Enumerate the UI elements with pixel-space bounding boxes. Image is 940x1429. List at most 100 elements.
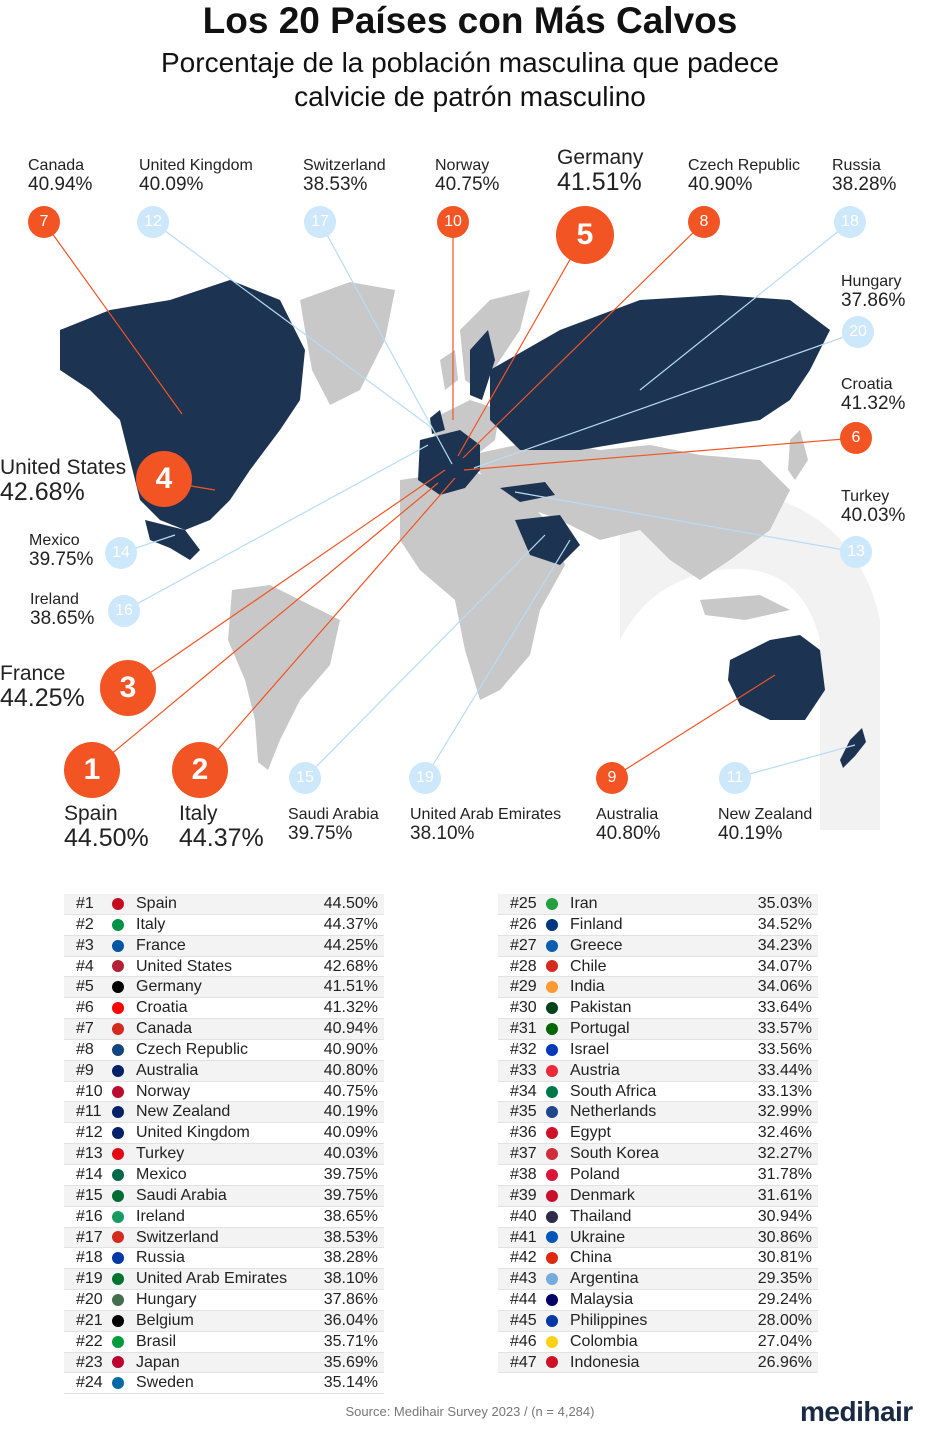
label-france: France 44.25%: [0, 662, 85, 713]
rank-badge-13: 13: [840, 536, 872, 568]
label-name: Italy: [179, 802, 218, 825]
table-cell-country: Ireland: [136, 1207, 185, 1225]
table-row: #17 Switzerland 38.53%: [64, 1227, 384, 1249]
table-cell-value: 33.57%: [757, 1020, 812, 1038]
table-cell-value: 40.19%: [323, 1103, 378, 1121]
table-cell-value: 39.75%: [323, 1165, 378, 1183]
flag-icon-dot: [112, 1168, 124, 1181]
line-hungary: [473, 331, 859, 469]
table-cell-rank: #41: [510, 1228, 537, 1246]
flag-icon: [538, 1061, 566, 1081]
flag-icon-dot: [112, 1335, 124, 1348]
label-mexico: Mexico 39.75%: [29, 532, 93, 570]
flag-icon: [104, 1228, 132, 1248]
table-row: #16 Ireland 38.65%: [64, 1207, 384, 1228]
table-row: #18 Russia 38.28%: [64, 1248, 384, 1270]
line-france: [127, 469, 446, 689]
table-row: #32 Israel 33.56%: [498, 1040, 818, 1061]
table-row: #21 Belgium 36.04%: [64, 1310, 384, 1332]
table-row: #25 Iran 35.03%: [498, 894, 818, 915]
label-uk: United Kingdom 40.09%: [139, 157, 253, 195]
label-name: Croatia: [841, 376, 893, 393]
line-croatia: [463, 437, 857, 471]
rank-badge-15: 15: [289, 762, 321, 794]
table-cell-value: 35.14%: [323, 1374, 378, 1392]
line-czech: [462, 221, 705, 459]
flag-icon-dot: [546, 1293, 558, 1306]
callout-lines: [43, 221, 859, 779]
table-cell-rank: #25: [510, 895, 537, 912]
subtitle-line-2: calvicie de patrón masculino: [294, 81, 646, 112]
label-russia: Russia 38.28%: [832, 157, 896, 195]
line-turkey: [514, 491, 857, 553]
rank-badge-7: 7: [28, 206, 60, 238]
table-cell-value: 33.13%: [757, 1082, 812, 1100]
flag-icon-dot: [546, 960, 558, 973]
table-cell-rank: #31: [510, 1020, 537, 1038]
flag-icon: [538, 1353, 566, 1373]
table-cell-value: 38.65%: [323, 1207, 378, 1225]
table-cell-rank: #43: [510, 1270, 537, 1288]
table-cell-country: Poland: [570, 1165, 620, 1183]
world-map: [43, 221, 880, 830]
table-cell-rank: #29: [510, 978, 537, 996]
label-name: Canada: [28, 157, 85, 174]
label-value: 42.68%: [0, 478, 85, 507]
label-australia: Australia 40.80%: [596, 806, 660, 844]
flag-icon: [538, 1144, 566, 1164]
flag-icon: [104, 957, 132, 977]
flag-icon-dot: [112, 1293, 124, 1306]
table-row: #39 Denmark 31.61%: [498, 1185, 818, 1207]
table-cell-rank: #1: [76, 895, 94, 912]
table-cell-rank: #44: [510, 1291, 537, 1309]
table-row: #35 Netherlands 32.99%: [498, 1102, 818, 1124]
label-uae: United Arab Emirates 38.10%: [410, 806, 561, 844]
table-cell-country: Argentina: [570, 1270, 639, 1288]
flag-icon: [538, 1311, 566, 1331]
flag-icon-dot: [546, 1356, 558, 1369]
flag-icon: [104, 1040, 132, 1060]
table-cell-rank: #45: [510, 1311, 537, 1329]
table-cell-rank: #47: [510, 1353, 537, 1371]
table-row: #10 Norway 40.75%: [64, 1082, 384, 1103]
table-cell-value: 34.52%: [757, 915, 812, 933]
flag-icon-dot: [546, 1043, 558, 1056]
table-cell-rank: #5: [76, 978, 94, 996]
table-row: #20 Hungary 37.86%: [64, 1290, 384, 1311]
label-value: 39.75%: [288, 822, 353, 844]
flag-icon: [538, 1269, 566, 1289]
label-name: Saudi Arabia: [288, 806, 379, 823]
table-cell-value: 40.80%: [323, 1061, 378, 1079]
table-cell-country: India: [570, 978, 605, 996]
table-cell-rank: #42: [510, 1249, 537, 1267]
table-cell-value: 37.86%: [323, 1291, 378, 1309]
flag-icon-dot: [546, 1273, 558, 1286]
label-value: 44.50%: [64, 824, 149, 853]
table-cell-value: 35.71%: [323, 1332, 378, 1350]
label-name: Germany: [557, 146, 644, 169]
table-row: #41 Ukraine 30.86%: [498, 1227, 818, 1249]
flag-icon-dot: [112, 1189, 124, 1202]
label-canada: Canada 40.94%: [28, 157, 92, 195]
table-cell-value: 28.00%: [757, 1311, 812, 1329]
table-row: #11 New Zealand 40.19%: [64, 1102, 384, 1124]
line-switzerland: [319, 221, 453, 465]
flag-icon-dot: [546, 1106, 558, 1119]
label-value: 40.80%: [596, 822, 661, 844]
label-value: 40.19%: [718, 822, 783, 844]
flag-icon: [104, 1019, 132, 1039]
table-cell-country: Malaysia: [570, 1291, 634, 1309]
table-cell-country: Canada: [136, 1020, 193, 1038]
flag-icon: [104, 1207, 132, 1227]
table-cell-value: 39.75%: [323, 1186, 378, 1204]
flag-icon: [104, 1102, 132, 1122]
table-cell-rank: #17: [76, 1228, 103, 1246]
table-cell-country: Philippines: [570, 1311, 648, 1329]
label-czech: Czech Republic 40.90%: [688, 157, 800, 195]
table-cell-rank: #37: [510, 1145, 537, 1163]
table-cell-country: Turkey: [136, 1145, 185, 1163]
table-cell-rank: #34: [510, 1082, 537, 1100]
table-cell-country: China: [570, 1249, 612, 1267]
flag-icon: [538, 1228, 566, 1248]
line-australia: [611, 674, 776, 779]
